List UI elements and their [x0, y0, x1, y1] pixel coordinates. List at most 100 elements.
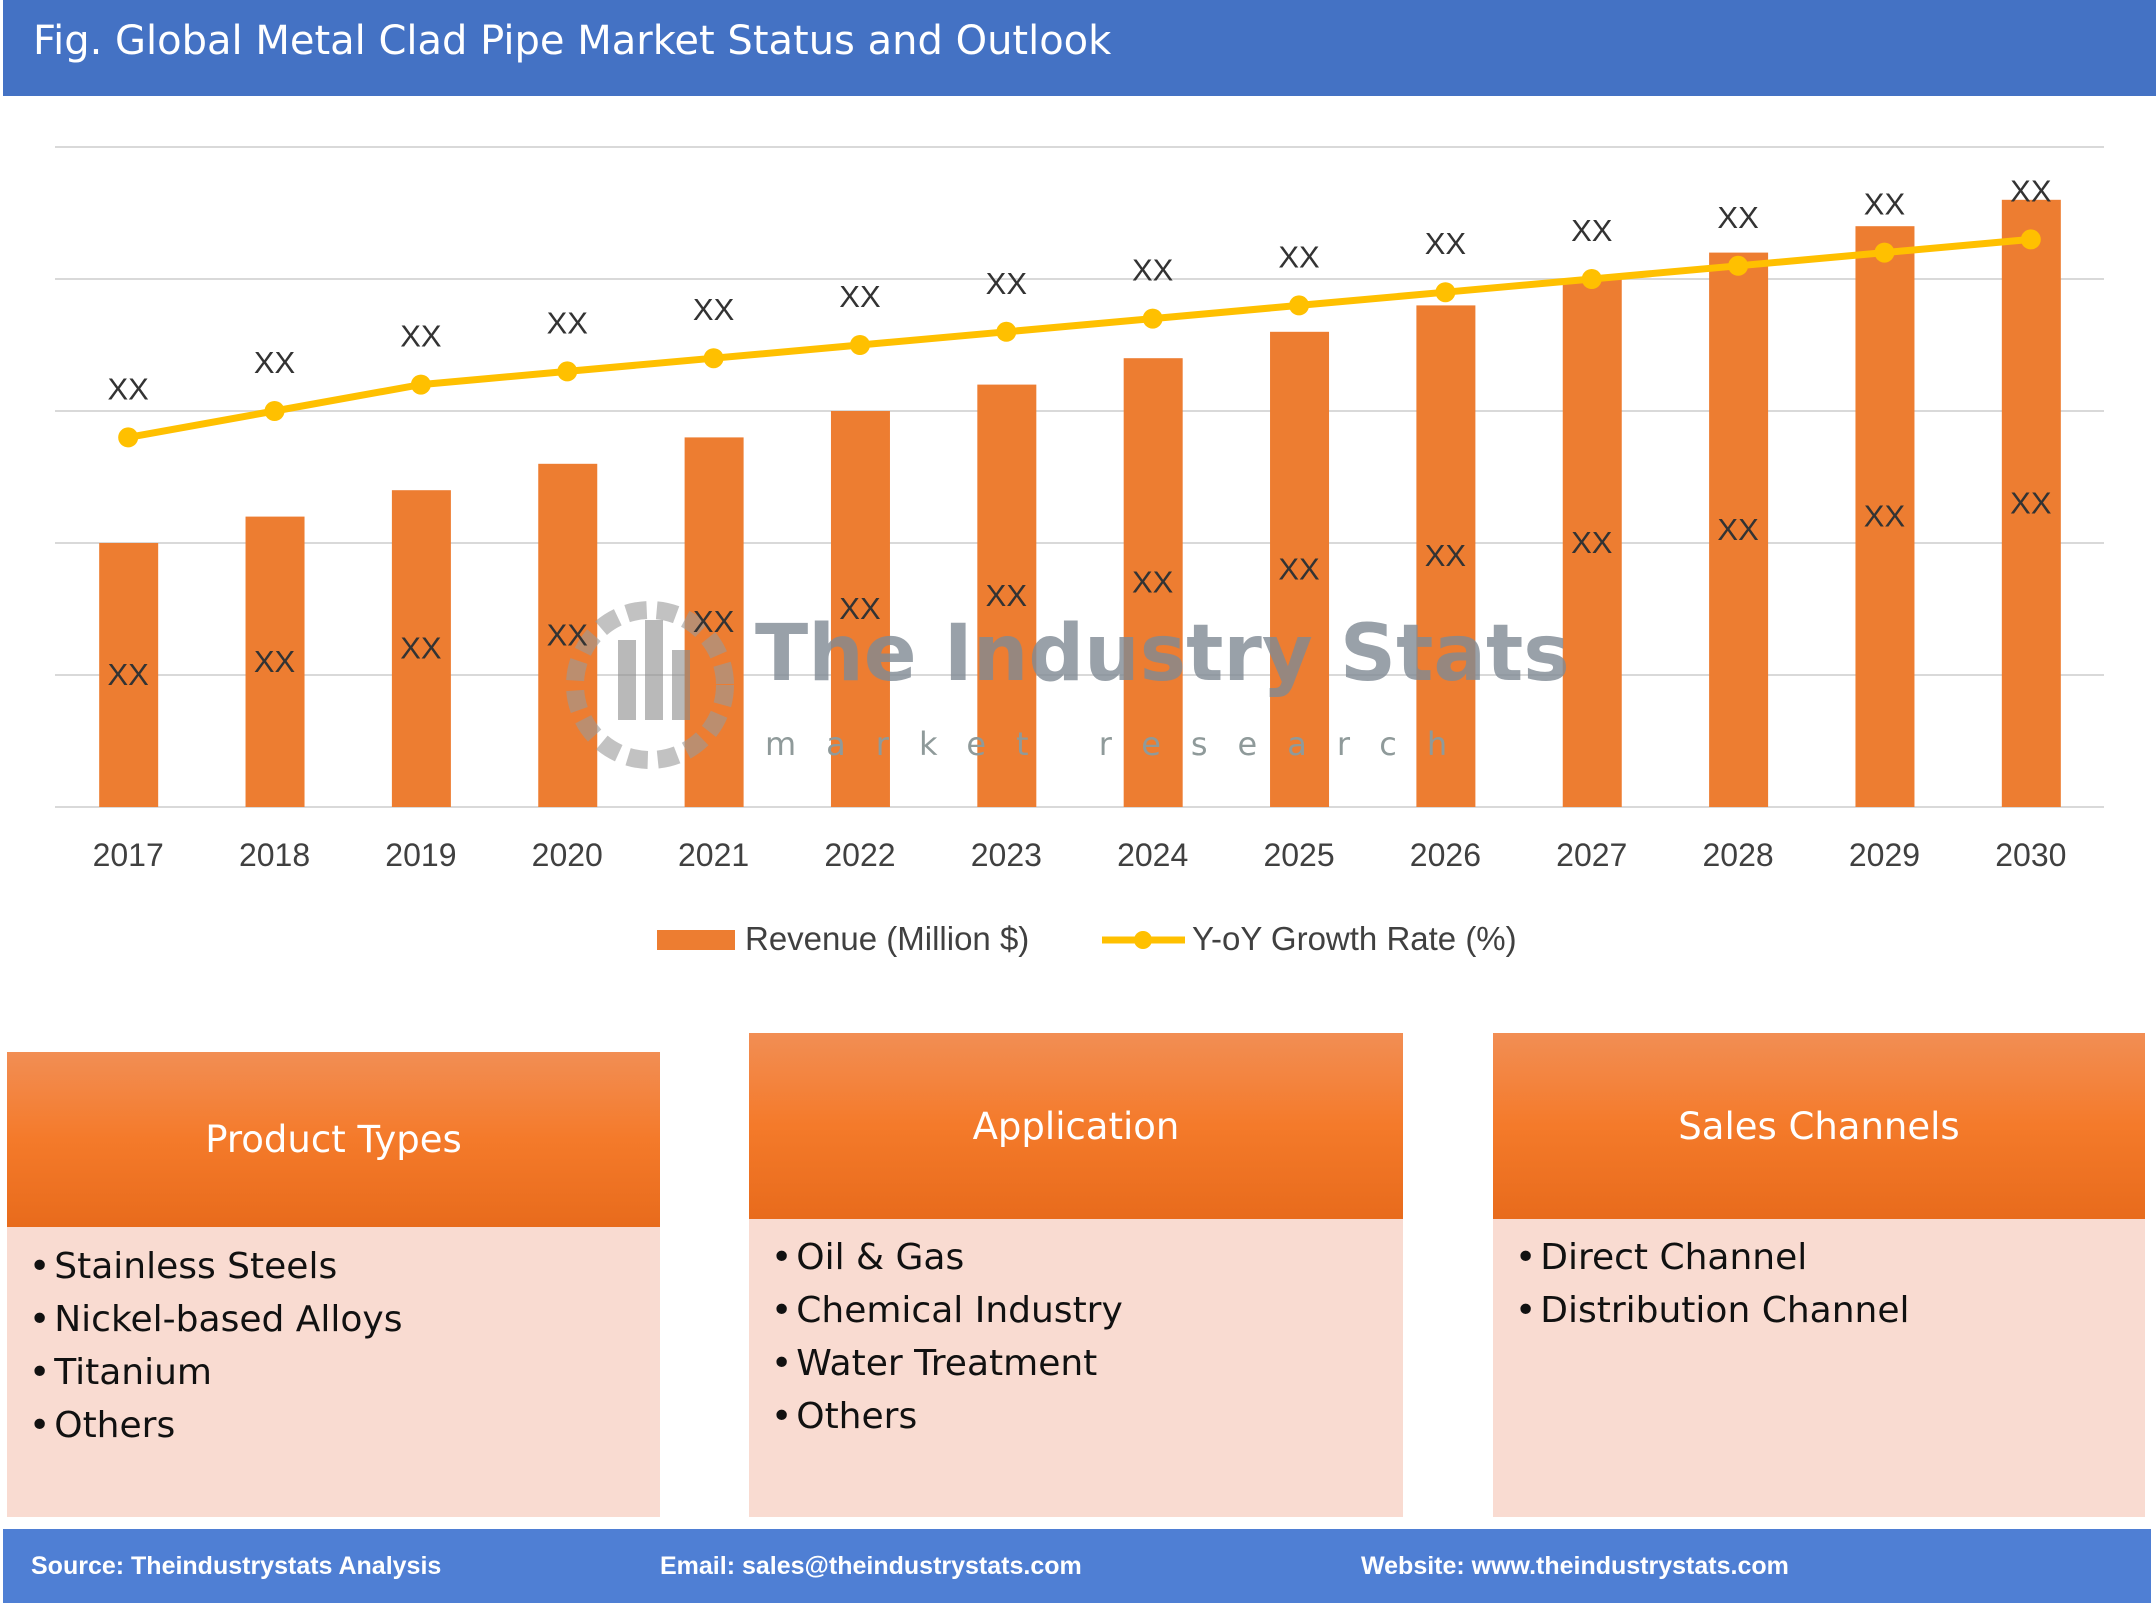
- growth-label: XX: [693, 292, 735, 327]
- growth-label: XX: [107, 371, 149, 406]
- growth-point-2020: [557, 361, 578, 382]
- bar-2025: [1270, 331, 1330, 807]
- list-item: Distribution Channel: [1515, 1284, 1909, 1337]
- footer-source: Source: Theindustrystats Analysis: [31, 1552, 442, 1580]
- box-title: Application: [749, 1033, 1403, 1219]
- growth-label: XX: [1571, 213, 1613, 248]
- x-tick-label: 2025: [1263, 837, 1334, 873]
- growth-point-2022: [849, 335, 870, 355]
- growth-label: XX: [1278, 239, 1320, 274]
- growth-label: XX: [1717, 200, 1759, 235]
- bar-2019: [391, 490, 451, 807]
- list-item: Direct Channel: [1515, 1231, 1910, 1284]
- watermark-subtitle: market research: [765, 725, 1477, 763]
- bar-2023: [977, 384, 1037, 807]
- bar-2027: [1562, 279, 1622, 807]
- list-item: Chemical Industry: [771, 1284, 1123, 1337]
- growth-label: XX: [400, 319, 442, 354]
- growth-label: XX: [1132, 253, 1174, 288]
- bar-2030: [2001, 199, 2061, 808]
- growth-point-2027: [1581, 269, 1602, 289]
- growth-point-2026: [1435, 282, 1456, 303]
- bar-2029: [1855, 226, 1915, 807]
- list-item: Oil & Gas: [771, 1231, 1123, 1284]
- footer-email[interactable]: Email: sales@theindustrystats.com: [660, 1552, 1082, 1580]
- growth-point-2019: [410, 374, 431, 395]
- growth-point-2025: [1289, 295, 1310, 316]
- x-tick-label: 2023: [971, 837, 1042, 873]
- growth-label: XX: [254, 345, 296, 380]
- x-tick-label: 2021: [678, 837, 749, 873]
- growth-point-2024: [1142, 308, 1163, 329]
- growth-point-2030: [2020, 229, 2041, 250]
- growth-label: XX: [2010, 173, 2052, 208]
- bar-label: XX: [107, 657, 149, 692]
- growth-point-2018: [264, 401, 285, 421]
- x-tick-label: 2026: [1410, 837, 1481, 873]
- bar-label: XX: [1278, 551, 1320, 586]
- title-bar: Fig. Global Metal Clad Pipe Market Statu…: [3, 0, 2156, 96]
- growth-point-2028: [1728, 255, 1749, 276]
- application-box: Application Oil & GasChemical IndustryWa…: [749, 1033, 1403, 1517]
- footer-website[interactable]: Website: www.theindustrystats.com: [1361, 1552, 1789, 1580]
- legend: Revenue (Million $) Y-oY Growth Rate (%): [657, 920, 1517, 957]
- bar-2022: [830, 411, 890, 807]
- product-types-list: Stainless SteelsNickel-based AlloysTitan…: [29, 1240, 403, 1452]
- sales-channels-box: Sales Channels Direct ChannelDistributio…: [1493, 1033, 2145, 1517]
- growth-label: XX: [1864, 187, 1906, 222]
- legend-label-revenue: Revenue (Million $): [745, 920, 1029, 957]
- growth-line: [127, 235, 2032, 441]
- bar-label: XX: [1717, 512, 1759, 547]
- bar-2024: [1123, 358, 1183, 807]
- list-item: Titanium: [29, 1346, 403, 1399]
- watermark-title: The Industry Stats: [755, 609, 1570, 699]
- x-tick-label: 2028: [1703, 837, 1774, 873]
- list-item: Stainless Steels: [29, 1240, 403, 1293]
- box-title: Product Types: [7, 1052, 660, 1227]
- growth-label: XX: [839, 279, 881, 314]
- bar-label: XX: [693, 604, 735, 639]
- growth-point-2017: [118, 427, 139, 448]
- footer: Source: Theindustrystats Analysis Email:…: [3, 1529, 2151, 1603]
- growth-label: XX: [1425, 226, 1467, 261]
- bar-label: XX: [1132, 565, 1174, 600]
- legend-label-growth: Y-oY Growth Rate (%): [1192, 920, 1517, 957]
- x-tick-label: 2029: [1849, 837, 1920, 873]
- application-list: Oil & GasChemical IndustryWater Treatmen…: [771, 1231, 1123, 1443]
- bar-label: XX: [2010, 485, 2052, 520]
- bar-label: XX: [986, 578, 1028, 613]
- x-tick-label: 2017: [93, 837, 164, 873]
- sales-channels-list: Direct ChannelDistribution Channel: [1515, 1231, 1910, 1337]
- x-tick-label: 2022: [824, 837, 895, 873]
- bar-2028: [1709, 252, 1769, 808]
- bar-2026: [1416, 305, 1476, 807]
- list-item: Others: [29, 1399, 403, 1452]
- growth-point-2021: [703, 348, 724, 369]
- bar-label: XX: [1571, 525, 1613, 560]
- x-tick-label: 2018: [239, 837, 310, 873]
- x-tick-label: 2030: [1995, 837, 2066, 873]
- bar-2017: [99, 543, 159, 807]
- page-title: Fig. Global Metal Clad Pipe Market Statu…: [33, 18, 1112, 64]
- growth-point-2023: [996, 321, 1017, 342]
- product-types-box: Product Types Stainless SteelsNickel-bas…: [7, 1052, 660, 1517]
- legend-marker-growth: [1134, 931, 1152, 949]
- x-tick-label: 2020: [532, 837, 603, 873]
- x-tick-label: 2019: [385, 837, 456, 873]
- growth-label: XX: [547, 305, 589, 340]
- list-item: Water Treatment: [771, 1337, 1123, 1390]
- box-title: Sales Channels: [1493, 1033, 2145, 1219]
- bar-label: XX: [254, 644, 296, 679]
- x-tick-label: 2024: [1117, 837, 1188, 873]
- bar-label: XX: [839, 591, 881, 626]
- market-chart: The Industry Stats market research XX XX X…: [55, 146, 2104, 957]
- bar-label: XX: [547, 617, 589, 652]
- legend-swatch-revenue: [657, 930, 735, 950]
- list-item: Others: [771, 1390, 1123, 1443]
- bar-label: XX: [400, 631, 442, 666]
- bar-label: XX: [1864, 499, 1906, 534]
- growth-label: XX: [986, 266, 1028, 301]
- growth-point-2029: [1874, 242, 1895, 263]
- bar-2018: [245, 516, 305, 807]
- x-tick-label: 2027: [1556, 837, 1627, 873]
